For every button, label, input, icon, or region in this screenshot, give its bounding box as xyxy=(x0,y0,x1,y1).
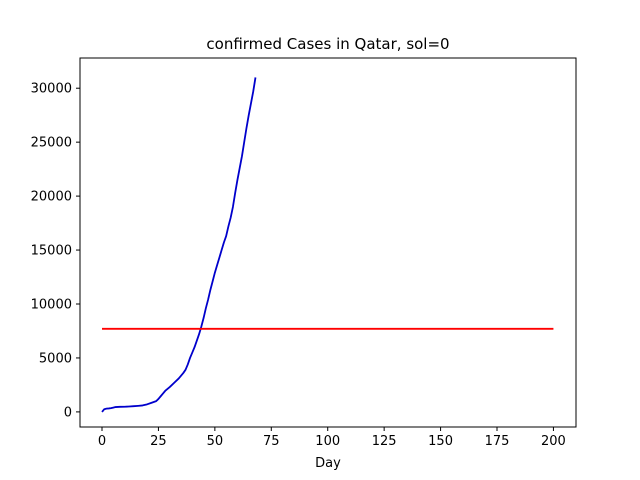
x-axis-label: Day xyxy=(315,456,341,471)
y-tick-label: 20000 xyxy=(31,190,72,205)
series-layer xyxy=(101,77,554,413)
x-tick-label: 200 xyxy=(541,434,566,449)
x-tick-label: 75 xyxy=(263,434,280,449)
series-line-confirmed xyxy=(101,77,257,413)
y-tick-label: 10000 xyxy=(31,298,72,313)
x-tick-label: 125 xyxy=(372,434,397,449)
y-tick-label: 0 xyxy=(64,405,72,420)
x-tick-label: 100 xyxy=(315,434,340,449)
x-tick-label: 150 xyxy=(428,434,453,449)
y-axis-ticks: 0 5000 10000 15000 20000 25000 30000 xyxy=(31,82,80,420)
x-tick-label: 50 xyxy=(207,434,224,449)
x-tick-label: 175 xyxy=(485,434,510,449)
chart-title: confirmed Cases in Qatar, sol=0 xyxy=(206,35,449,53)
x-axis-ticks: 0 25 50 75 100 125 150 175 200 xyxy=(98,427,566,449)
x-tick-label: 0 xyxy=(98,434,106,449)
y-tick-label: 5000 xyxy=(39,351,72,366)
y-tick-label: 25000 xyxy=(31,136,72,151)
plot-area xyxy=(80,58,576,427)
plot-background xyxy=(80,58,576,427)
y-tick-label: 30000 xyxy=(31,82,72,97)
y-tick-label: 15000 xyxy=(31,244,72,259)
x-tick-label: 25 xyxy=(150,434,167,449)
